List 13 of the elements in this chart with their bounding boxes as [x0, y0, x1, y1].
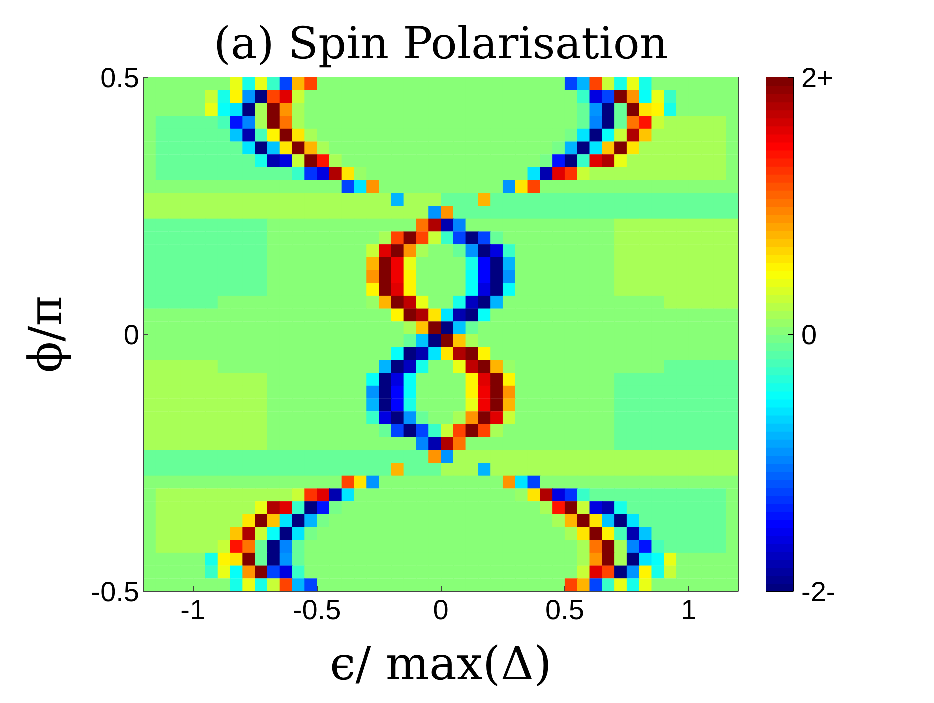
- y-tick-label: 0.5: [100, 62, 140, 94]
- color-bar-label: 2+: [802, 62, 834, 94]
- x-axis-title: ϵ/ max(Δ): [330, 636, 552, 690]
- color-bar-label: -2-: [802, 576, 836, 608]
- x-tick-label: 0: [433, 594, 449, 626]
- x-tick-label: -1: [180, 594, 206, 626]
- y-tick-label: 0: [124, 320, 140, 350]
- x-tick-label: -0.5: [292, 594, 342, 626]
- color-bar-label: 0: [802, 320, 818, 350]
- y-axis-title: ϕ/π: [18, 296, 72, 374]
- x-tick-label: 1: [681, 594, 697, 626]
- x-tick-label: 0.5: [545, 594, 584, 626]
- chart-title: (a) Spin Polarisation: [214, 18, 668, 70]
